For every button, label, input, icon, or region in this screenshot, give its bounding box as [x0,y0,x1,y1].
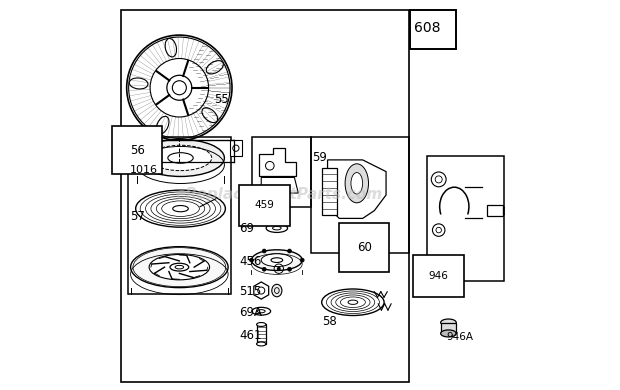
Circle shape [277,267,281,271]
Text: 60: 60 [356,241,371,254]
Bar [487,205,503,216]
Ellipse shape [136,140,224,176]
Ellipse shape [149,145,211,171]
Circle shape [262,249,266,253]
Text: 608: 608 [414,21,440,35]
Text: 56: 56 [130,144,144,157]
Ellipse shape [351,172,363,194]
Ellipse shape [149,254,210,280]
Polygon shape [327,160,386,218]
Circle shape [288,267,291,271]
Circle shape [167,75,192,100]
Bar [441,323,456,333]
Polygon shape [322,168,337,214]
Bar [257,324,266,344]
Ellipse shape [130,78,148,89]
Text: 461: 461 [239,329,262,342]
Ellipse shape [441,319,456,326]
Bar [427,156,504,281]
Ellipse shape [168,153,193,163]
Ellipse shape [202,108,218,122]
Text: 459: 459 [254,200,274,210]
Text: 456: 456 [239,255,262,268]
Text: 1016: 1016 [130,165,158,175]
Text: 57: 57 [130,210,144,223]
Circle shape [249,258,254,262]
Text: 69A: 69A [239,305,262,319]
Ellipse shape [441,330,456,337]
Text: 55: 55 [215,93,229,106]
Ellipse shape [252,250,302,271]
Bar [252,137,311,207]
Text: 946: 946 [428,271,448,281]
Circle shape [150,58,208,117]
Text: 59: 59 [312,151,327,165]
Ellipse shape [257,323,266,326]
Text: 58: 58 [322,315,337,328]
Ellipse shape [206,60,223,74]
Text: eReplacementParts.com: eReplacementParts.com [175,188,383,202]
Ellipse shape [257,342,266,346]
Bar [128,137,231,294]
Circle shape [300,258,304,262]
Ellipse shape [156,116,169,134]
Circle shape [262,267,266,271]
Ellipse shape [131,247,228,288]
Ellipse shape [165,39,177,57]
Bar [230,140,242,156]
Circle shape [288,249,291,253]
Text: 69: 69 [239,222,254,236]
Ellipse shape [261,254,293,267]
Ellipse shape [345,164,368,203]
Bar [503,207,513,214]
Bar [311,137,409,253]
Bar [121,10,409,382]
Bar [119,140,131,156]
Text: 515: 515 [239,285,261,298]
Text: 946A: 946A [446,332,474,342]
Ellipse shape [170,263,188,271]
Ellipse shape [272,284,282,297]
Bar [410,10,456,49]
